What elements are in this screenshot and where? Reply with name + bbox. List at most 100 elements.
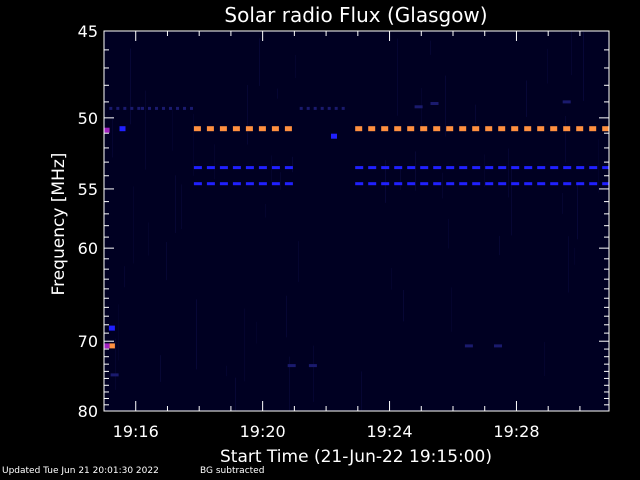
band-segment bbox=[407, 166, 416, 170]
band-segment bbox=[206, 182, 215, 186]
band-segment bbox=[341, 106, 345, 110]
band-segment bbox=[193, 166, 202, 170]
noise-streak bbox=[544, 341, 545, 377]
band-segment bbox=[602, 126, 609, 132]
noise-streak bbox=[235, 377, 236, 411]
plot-background bbox=[104, 31, 609, 411]
noise-streak bbox=[280, 172, 281, 190]
band-segment bbox=[193, 182, 202, 186]
band-segment bbox=[137, 106, 141, 110]
noise-streak bbox=[112, 116, 113, 158]
noise-streak bbox=[565, 115, 566, 163]
noise-streak bbox=[277, 88, 278, 99]
noise-streak bbox=[511, 167, 512, 236]
noise-streak bbox=[313, 345, 314, 402]
emission-spot bbox=[103, 343, 110, 349]
band-segment bbox=[407, 126, 415, 132]
band-segment bbox=[459, 166, 468, 170]
noise-streak bbox=[508, 148, 509, 198]
noise-streak bbox=[130, 48, 131, 125]
noise-streak bbox=[397, 38, 398, 116]
noise-streak bbox=[574, 247, 575, 265]
y-tick-label: 80 bbox=[78, 402, 98, 421]
noise-streak bbox=[385, 160, 386, 203]
band-segment bbox=[472, 166, 481, 170]
band-segment bbox=[589, 166, 598, 170]
emission-spot bbox=[287, 364, 296, 368]
plot-area bbox=[104, 31, 609, 411]
noise-streak bbox=[181, 184, 182, 230]
noise-streak bbox=[166, 242, 167, 281]
band-segment bbox=[232, 126, 240, 132]
band-segment bbox=[459, 182, 468, 186]
band-segment bbox=[446, 166, 455, 170]
band-segment bbox=[511, 126, 519, 132]
band-segment bbox=[116, 106, 120, 110]
band-segment bbox=[284, 182, 293, 186]
x-tick-label: 19:28 bbox=[493, 422, 539, 441]
noise-streak bbox=[391, 267, 392, 290]
noise-streak bbox=[160, 355, 161, 382]
noise-streak bbox=[256, 321, 257, 344]
band-segment bbox=[190, 106, 193, 110]
x-tick-label: 19:16 bbox=[113, 422, 159, 441]
band-segment bbox=[420, 126, 428, 132]
band-segment bbox=[284, 166, 293, 170]
band-segment bbox=[232, 166, 241, 170]
noise-streak bbox=[607, 363, 608, 411]
y-axis-label: Frequency [MHz] bbox=[49, 153, 69, 296]
band-segment bbox=[193, 126, 201, 132]
y-tick-label: 60 bbox=[78, 239, 98, 258]
band-segment bbox=[271, 166, 280, 170]
noise-streak bbox=[259, 38, 260, 86]
band-segment bbox=[511, 182, 520, 186]
band-segment bbox=[219, 126, 227, 132]
emission-spot bbox=[119, 126, 126, 132]
noise-streak bbox=[196, 299, 197, 370]
band-segment bbox=[141, 106, 144, 110]
band-segment bbox=[407, 182, 416, 186]
noise-streak bbox=[298, 241, 299, 282]
noise-streak bbox=[415, 151, 416, 191]
band-segment bbox=[183, 106, 186, 110]
band-segment bbox=[563, 126, 571, 132]
noise-streak bbox=[442, 172, 443, 199]
emission-spot bbox=[414, 105, 423, 109]
noise-streak bbox=[451, 287, 452, 332]
y-axis-ticks: 45 50 55 60 70 80 bbox=[78, 22, 609, 421]
band-segment bbox=[485, 166, 494, 170]
band-segment bbox=[420, 182, 429, 186]
band-segment bbox=[299, 106, 303, 110]
noise-streak bbox=[214, 144, 215, 180]
emission-spot bbox=[108, 325, 115, 331]
band-segment bbox=[511, 166, 520, 170]
noise-streak bbox=[148, 222, 149, 256]
band-segment bbox=[219, 182, 228, 186]
band-segment bbox=[123, 106, 127, 110]
emission-bands bbox=[109, 106, 609, 186]
band-segment bbox=[169, 106, 172, 110]
emission-spot bbox=[331, 133, 337, 139]
noise-streak bbox=[361, 371, 362, 411]
band-segment bbox=[420, 166, 429, 170]
noise-streak bbox=[226, 365, 227, 377]
noise-streak bbox=[577, 182, 578, 240]
footer-note: BG subtracted bbox=[200, 466, 265, 476]
noise-streak bbox=[247, 85, 248, 145]
noise-streak bbox=[526, 80, 527, 117]
band-segment bbox=[258, 182, 267, 186]
noise-streak bbox=[286, 295, 287, 338]
footer-updated: Updated Tue Jun 21 20:01:30 2022 bbox=[2, 466, 159, 476]
band-segment bbox=[472, 126, 480, 132]
band-segment bbox=[550, 182, 559, 186]
noise-streak bbox=[271, 155, 272, 182]
band-segment bbox=[459, 126, 467, 132]
band-segment bbox=[284, 126, 292, 132]
band-segment bbox=[524, 182, 533, 186]
band-segment bbox=[576, 182, 585, 186]
band-segment bbox=[320, 106, 324, 110]
emission-spot bbox=[430, 102, 439, 105]
band-segment bbox=[109, 106, 113, 110]
band-segment bbox=[394, 126, 402, 132]
y-tick-label: 55 bbox=[78, 180, 98, 199]
